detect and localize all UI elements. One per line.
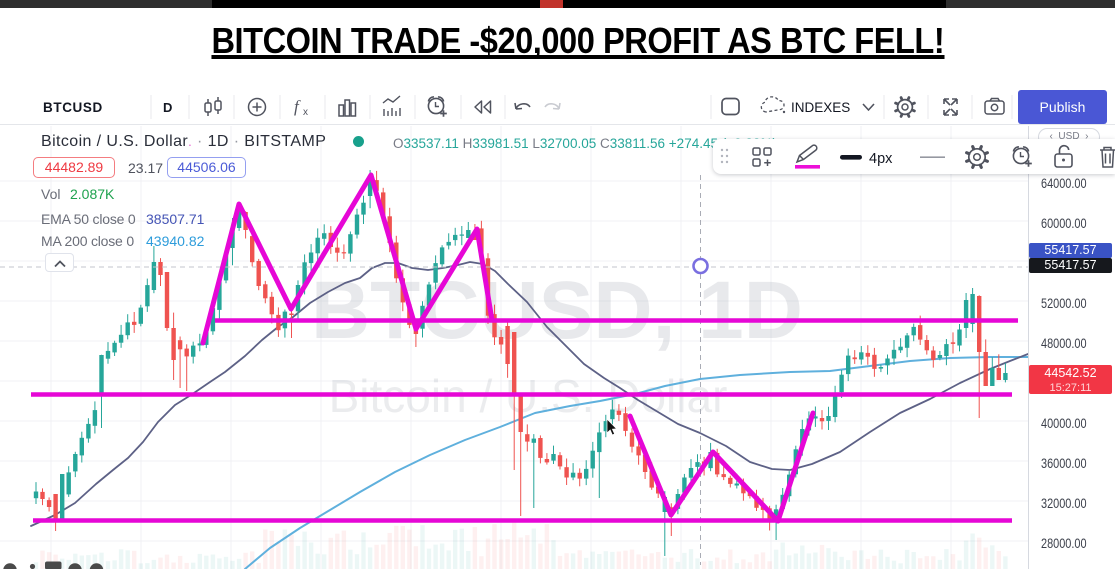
svg-text:BTCUSD, 1D: BTCUSD, 1D — [311, 265, 803, 356]
svg-text:x: x — [303, 107, 308, 118]
svg-text:D: D — [163, 100, 172, 115]
svg-text:INDEXES: INDEXES — [791, 100, 850, 115]
svg-text:f: f — [294, 97, 301, 116]
svg-text:4px: 4px — [869, 151, 893, 167]
svg-text:BTCUSD: BTCUSD — [43, 100, 103, 115]
